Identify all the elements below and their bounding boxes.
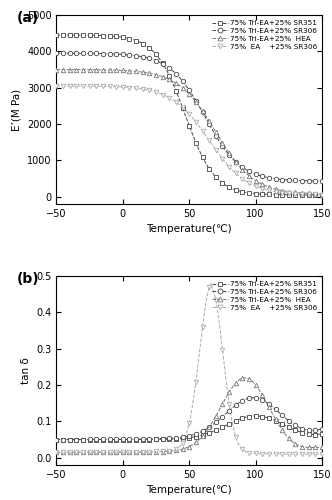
Text: (b): (b) bbox=[17, 272, 39, 286]
Y-axis label: tan δ: tan δ bbox=[21, 357, 31, 384]
Legend: 75% Tri-EA+25% SR351, 75% Tri-EA+25% SR306, 75% Tri-EA+25%  HEA, 75%  EA    +25%: 75% Tri-EA+25% SR351, 75% Tri-EA+25% SR3… bbox=[210, 280, 318, 312]
X-axis label: Temperature(℃): Temperature(℃) bbox=[146, 224, 232, 234]
X-axis label: Temperature(℃): Temperature(℃) bbox=[146, 486, 232, 496]
Text: (a): (a) bbox=[17, 11, 39, 25]
Legend: 75% Tri-EA+25% SR351, 75% Tri-EA+25% SR306, 75% Tri-EA+25%  HEA, 75%  EA    +25%: 75% Tri-EA+25% SR351, 75% Tri-EA+25% SR3… bbox=[210, 18, 318, 51]
Y-axis label: E’(M Pa): E’(M Pa) bbox=[11, 88, 21, 130]
